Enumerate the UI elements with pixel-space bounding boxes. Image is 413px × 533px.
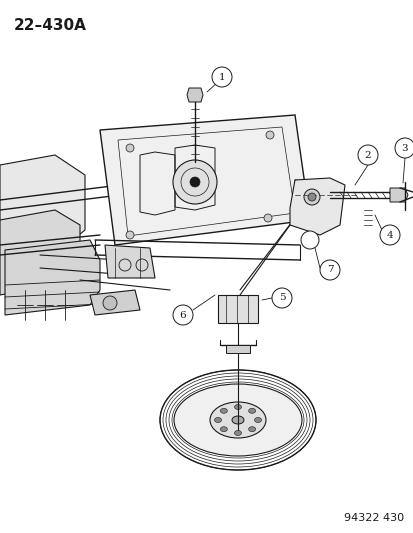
Circle shape [357,145,377,165]
Circle shape [394,138,413,158]
Polygon shape [218,295,257,323]
Ellipse shape [248,427,255,432]
Ellipse shape [254,417,261,423]
Circle shape [263,214,271,222]
Circle shape [126,144,134,152]
Circle shape [173,160,216,204]
Polygon shape [0,210,80,295]
Ellipse shape [234,431,241,435]
Text: 4: 4 [386,230,392,239]
Polygon shape [225,345,249,353]
Circle shape [173,305,192,325]
Circle shape [271,288,291,308]
Polygon shape [0,155,85,265]
Circle shape [303,189,319,205]
Polygon shape [294,180,334,215]
Circle shape [103,296,117,310]
Polygon shape [187,88,202,102]
Text: 2: 2 [364,150,370,159]
Circle shape [266,131,273,139]
Polygon shape [100,115,309,245]
Ellipse shape [231,416,243,424]
Ellipse shape [209,402,266,438]
Ellipse shape [248,408,255,413]
Text: 1: 1 [218,72,225,82]
Circle shape [319,260,339,280]
Polygon shape [389,188,407,202]
Circle shape [211,67,231,87]
Ellipse shape [220,427,227,432]
Circle shape [300,231,318,249]
Circle shape [307,193,315,201]
Ellipse shape [234,405,241,409]
Circle shape [190,177,199,187]
Text: 3: 3 [401,143,407,152]
Ellipse shape [220,408,227,413]
Polygon shape [5,240,100,315]
Text: 7: 7 [326,265,332,274]
Circle shape [379,225,399,245]
Text: 94322 430: 94322 430 [343,513,403,523]
Ellipse shape [173,384,301,456]
Text: 22–430A: 22–430A [14,18,87,33]
Polygon shape [90,290,140,315]
Ellipse shape [214,417,221,423]
Text: 6: 6 [179,311,186,319]
Text: 5: 5 [278,294,285,303]
Polygon shape [289,178,344,235]
Polygon shape [105,245,154,278]
Circle shape [126,231,134,239]
